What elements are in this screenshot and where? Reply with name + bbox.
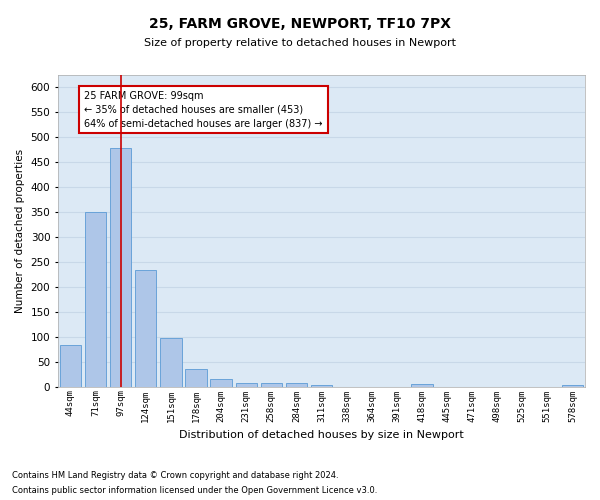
Y-axis label: Number of detached properties: Number of detached properties xyxy=(15,149,25,313)
Text: 25 FARM GROVE: 99sqm
← 35% of detached houses are smaller (453)
64% of semi-deta: 25 FARM GROVE: 99sqm ← 35% of detached h… xyxy=(84,90,323,128)
Bar xyxy=(311,385,332,386)
Text: Size of property relative to detached houses in Newport: Size of property relative to detached ho… xyxy=(144,38,456,48)
Bar xyxy=(135,270,157,386)
Bar xyxy=(286,382,307,386)
Text: Contains public sector information licensed under the Open Government Licence v3: Contains public sector information licen… xyxy=(12,486,377,495)
Bar xyxy=(211,378,232,386)
Text: 25, FARM GROVE, NEWPORT, TF10 7PX: 25, FARM GROVE, NEWPORT, TF10 7PX xyxy=(149,18,451,32)
Bar xyxy=(85,212,106,386)
Bar xyxy=(160,338,182,386)
Bar xyxy=(185,368,206,386)
Bar xyxy=(562,384,583,386)
Bar xyxy=(60,346,81,387)
Bar xyxy=(236,383,257,386)
Text: Contains HM Land Registry data © Crown copyright and database right 2024.: Contains HM Land Registry data © Crown c… xyxy=(12,471,338,480)
Bar xyxy=(260,382,282,386)
X-axis label: Distribution of detached houses by size in Newport: Distribution of detached houses by size … xyxy=(179,430,464,440)
Bar xyxy=(110,148,131,386)
Bar xyxy=(411,384,433,386)
